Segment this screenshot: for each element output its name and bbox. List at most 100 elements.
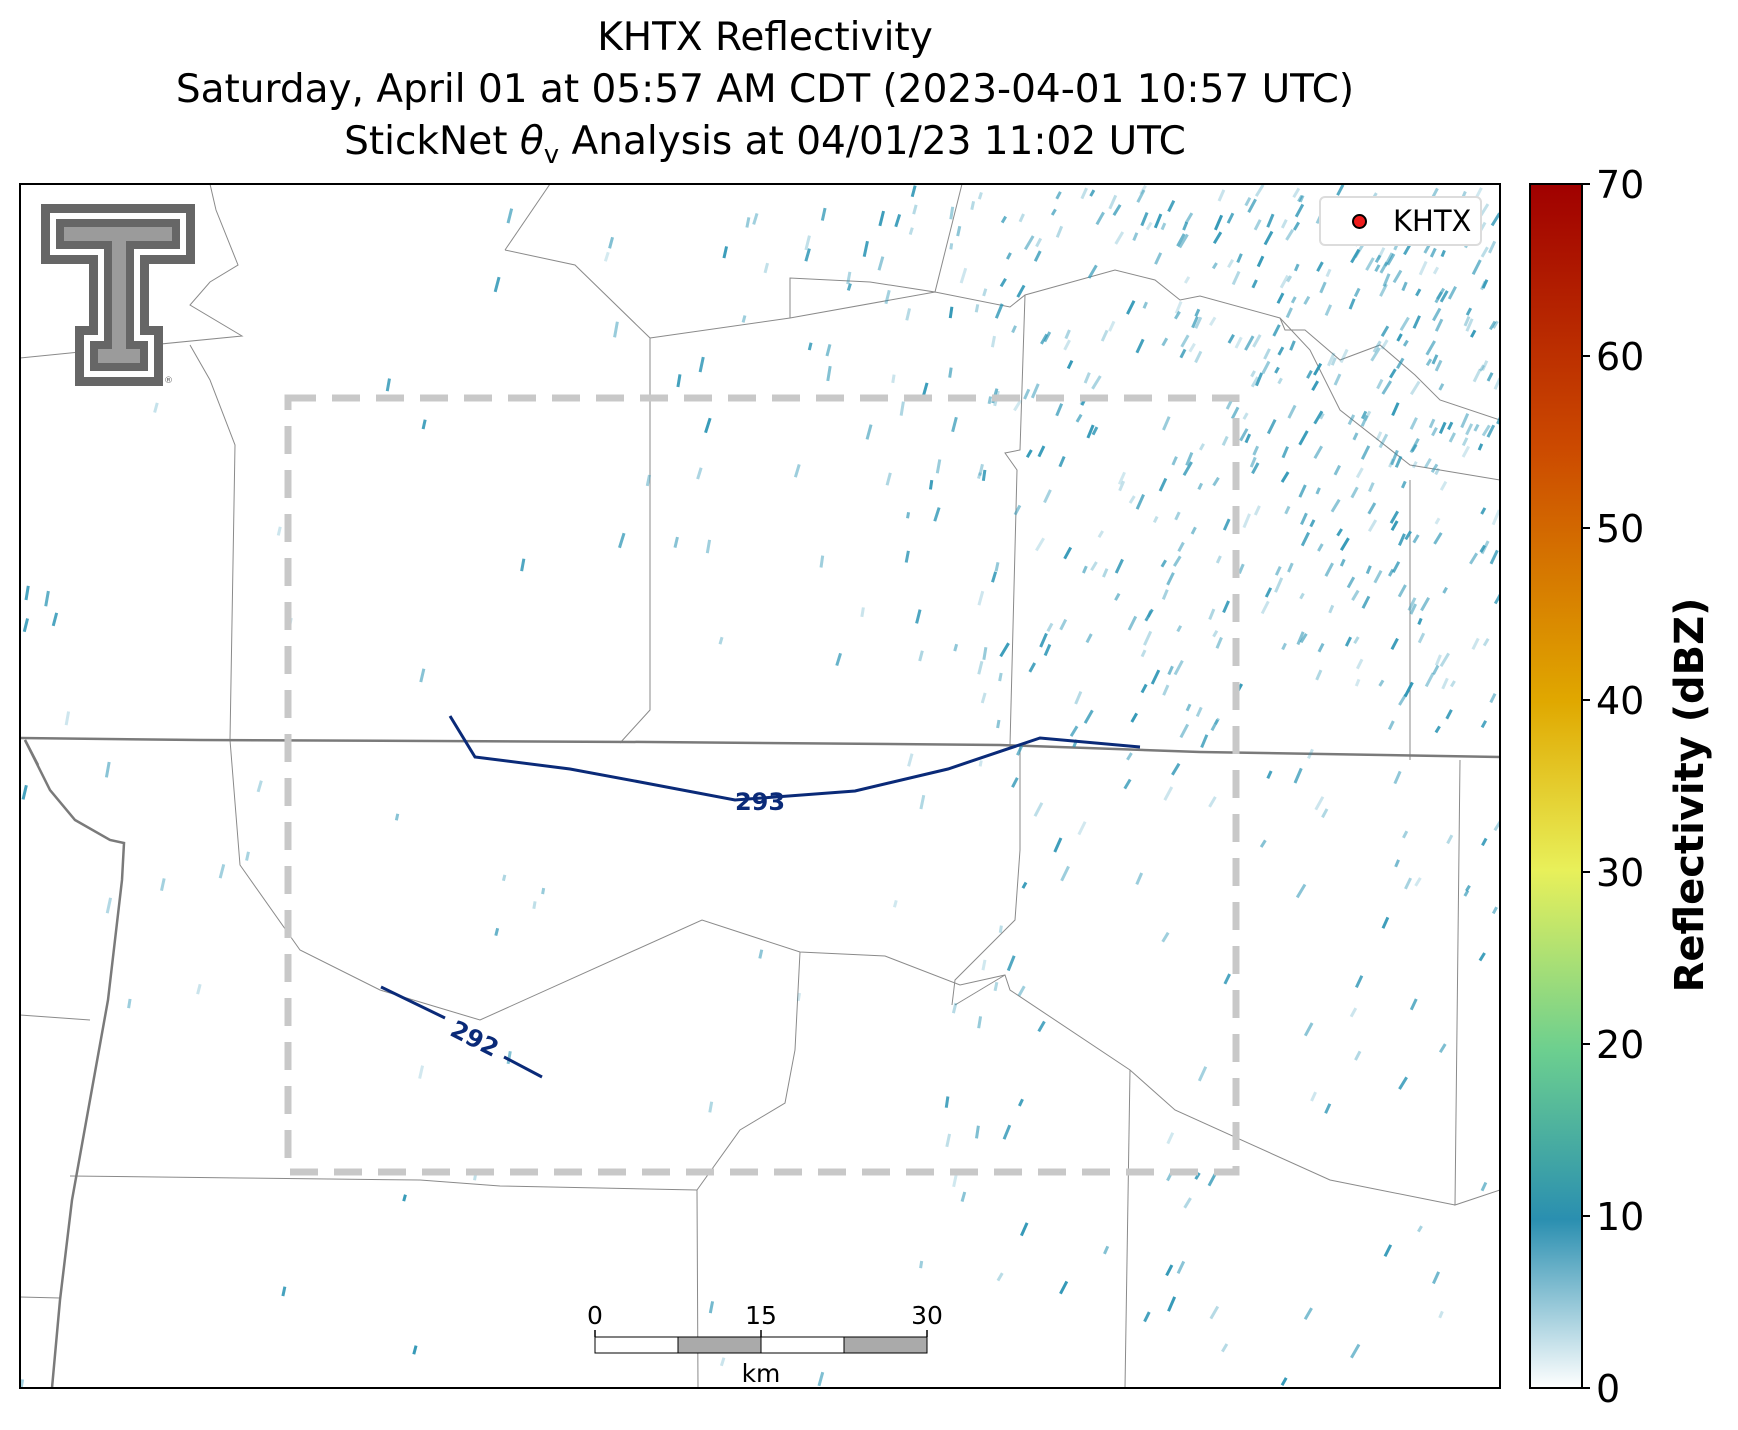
radar-echo <box>987 396 993 405</box>
contour-293: 293 <box>448 715 1141 816</box>
radar-echo <box>1480 280 1487 291</box>
radar-echo <box>105 897 113 914</box>
radar-echo <box>1465 423 1474 436</box>
radar-echo <box>1140 212 1149 227</box>
radar-echo <box>1365 565 1372 575</box>
contour-292: 292 <box>380 985 543 1079</box>
radar-echo <box>1089 189 1096 197</box>
radar-echo <box>819 555 825 568</box>
radar-echo <box>804 235 811 251</box>
radar-echo <box>1481 837 1488 847</box>
radar-echo <box>977 472 982 479</box>
radar-echo <box>402 1194 407 1202</box>
radar-echo <box>493 276 501 293</box>
radar-echo <box>1227 259 1235 269</box>
radar-echo <box>1018 1098 1024 1107</box>
radar-echo <box>1114 558 1124 574</box>
radar-echo <box>1336 184 1345 196</box>
radar-echo <box>1064 329 1071 340</box>
radar-echo <box>908 227 914 235</box>
radar-echo <box>982 288 988 297</box>
radar-echo <box>918 650 924 662</box>
radar-echo <box>603 251 610 262</box>
radar-echo <box>1344 636 1352 647</box>
radar-echo <box>1055 403 1064 417</box>
radar-echo <box>1481 424 1491 437</box>
radar-echo <box>245 851 250 861</box>
radar-echo <box>1280 219 1288 229</box>
radar-echo <box>1058 455 1066 468</box>
radar-echo <box>1378 679 1385 687</box>
radar-echo <box>1259 839 1267 848</box>
radar-echo <box>1370 347 1381 362</box>
radar-echo <box>1401 281 1408 292</box>
radar-echo <box>1387 720 1395 731</box>
radar-echo <box>1298 194 1305 203</box>
county-borders <box>20 184 1500 1388</box>
radar-echo <box>698 356 705 373</box>
radar-echo <box>1403 243 1412 256</box>
radar-echo <box>1391 402 1400 417</box>
radar-echo <box>905 308 912 321</box>
radar-echo <box>1139 184 1147 195</box>
radar-echo <box>1033 250 1042 262</box>
radar-echo <box>1389 368 1397 379</box>
radar-echo <box>1182 221 1189 231</box>
radar-site-marker-icon <box>1352 214 1367 229</box>
radar-echo <box>1374 254 1382 263</box>
radar-echo <box>1434 359 1443 372</box>
radar-echo <box>1209 1305 1220 1320</box>
title-line-3: StickNet θv Analysis at 04/01/23 11:02 U… <box>344 119 1186 170</box>
radar-echo <box>1274 577 1284 593</box>
radar-echo <box>1177 541 1185 553</box>
radar-echo <box>1114 231 1125 245</box>
radar-echo <box>1360 445 1371 460</box>
radar-echo <box>104 761 111 778</box>
radar-echo <box>1319 281 1327 294</box>
radar-echo <box>960 1191 967 1202</box>
radar-echo <box>1013 399 1023 412</box>
radar-echo <box>1095 211 1105 226</box>
radar-echo <box>1439 652 1450 668</box>
radar-echo <box>935 459 942 474</box>
radar-echo <box>705 539 712 554</box>
radar-echo <box>1194 308 1201 317</box>
radar-echo <box>1274 366 1280 374</box>
radar-echo <box>696 467 703 480</box>
radar-echo <box>991 571 998 583</box>
radar-echo <box>1266 419 1277 435</box>
radar-echo <box>1188 342 1196 353</box>
radar-echo <box>719 1357 726 1367</box>
radar-echo <box>1239 428 1249 442</box>
radar-echo <box>1252 445 1260 456</box>
radar-echo <box>1145 221 1153 231</box>
radar-echo <box>1336 528 1343 537</box>
radar-echo <box>1162 684 1170 696</box>
radar-echo <box>1400 480 1407 489</box>
radar-echo <box>1161 589 1169 600</box>
radar-echo <box>1102 568 1109 578</box>
radar-echo <box>1445 709 1453 720</box>
radar-echo <box>1285 307 1293 319</box>
radar-echo <box>1075 413 1083 423</box>
radar-echo <box>1489 549 1499 565</box>
radar-echo <box>1409 437 1420 454</box>
radar-echo <box>1055 225 1064 238</box>
radar-echo <box>1295 883 1307 899</box>
radar-echo <box>1378 433 1389 449</box>
radar-echo <box>999 277 1007 288</box>
radar-echo <box>1477 443 1484 451</box>
radar-echo <box>899 401 905 416</box>
radar-echo <box>1274 566 1282 576</box>
radar-echo <box>281 1286 287 1297</box>
radar-echo <box>1176 1260 1186 1275</box>
radar-echo <box>951 1002 958 1014</box>
radar-echo <box>1214 717 1220 726</box>
radar-echo <box>1428 418 1436 429</box>
radar-echo <box>1393 770 1402 785</box>
radar-echo <box>1309 519 1316 528</box>
radar-echo <box>825 344 832 357</box>
radar-echo <box>708 1301 715 1314</box>
radar-echo <box>1399 316 1410 332</box>
radar-echo <box>1424 672 1435 688</box>
